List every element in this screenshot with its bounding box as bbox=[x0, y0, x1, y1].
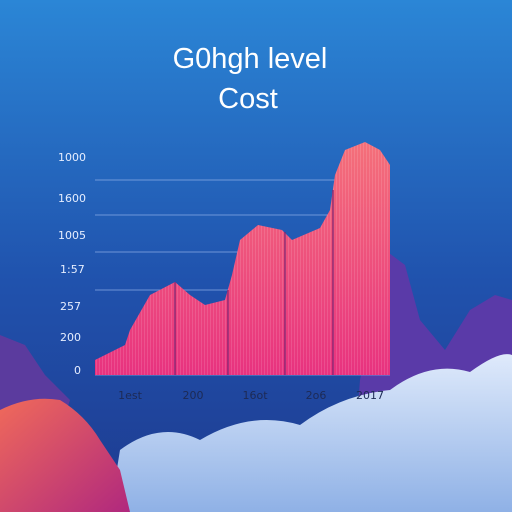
rock bbox=[0, 398, 130, 512]
dividers bbox=[174, 190, 334, 375]
y-label: 1:57 bbox=[60, 263, 85, 276]
x-label: 1est bbox=[118, 389, 142, 402]
clouds bbox=[110, 354, 512, 512]
x-label: 2o6 bbox=[306, 389, 327, 402]
y-label: 1600 bbox=[58, 192, 86, 205]
x-label: 200 bbox=[183, 389, 204, 402]
area-texture bbox=[95, 142, 390, 375]
y-label: 200 bbox=[60, 331, 81, 344]
y-label: 0 bbox=[74, 364, 81, 377]
x-label: 2017 bbox=[356, 389, 384, 402]
y-label: 1000 bbox=[58, 151, 86, 164]
x-label: 16ot bbox=[242, 389, 268, 402]
y-label: 1005 bbox=[58, 229, 86, 242]
y-label: 257 bbox=[60, 300, 81, 313]
title: Cost bbox=[218, 83, 278, 115]
title: G0hgh level bbox=[173, 43, 328, 75]
